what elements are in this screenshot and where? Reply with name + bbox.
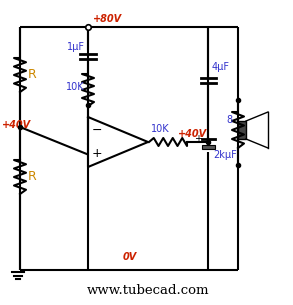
- Text: +: +: [194, 134, 202, 144]
- Text: 4µF: 4µF: [212, 62, 230, 72]
- Bar: [238, 121, 246, 139]
- Text: +40V: +40V: [178, 129, 207, 139]
- Text: 2kμF: 2kμF: [213, 150, 237, 160]
- Text: −: −: [92, 124, 102, 137]
- Text: R: R: [28, 170, 37, 184]
- Text: +: +: [92, 147, 102, 160]
- Text: www.tubecad.com: www.tubecad.com: [87, 285, 209, 297]
- Text: 8: 8: [226, 115, 232, 125]
- Text: R: R: [28, 69, 37, 81]
- Text: 10K: 10K: [151, 124, 169, 134]
- Text: +40V: +40V: [2, 120, 31, 130]
- Text: 0V: 0V: [123, 252, 137, 262]
- Text: +80V: +80V: [93, 14, 122, 24]
- Bar: [202, 145, 214, 149]
- Text: 10K: 10K: [66, 82, 85, 92]
- Text: 1µF: 1µF: [67, 42, 85, 52]
